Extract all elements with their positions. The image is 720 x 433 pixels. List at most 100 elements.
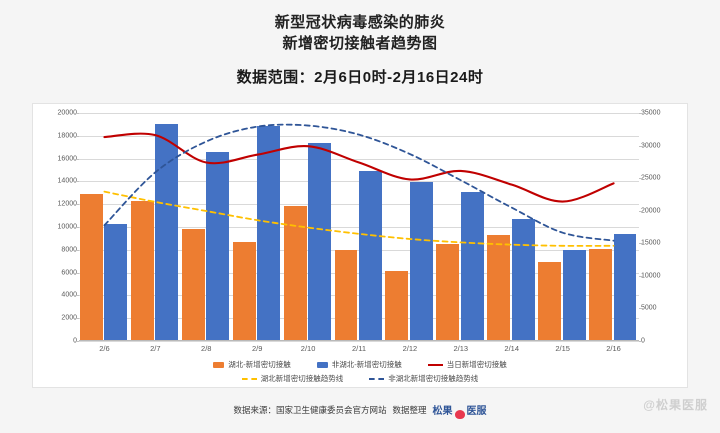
y-axis-right-tick: 25000: [641, 174, 661, 182]
bar-group: [181, 113, 232, 341]
legend-row-primary: 湖北-新增密切接触 非湖北-新增密切接触 当日新增密切接触: [213, 359, 507, 370]
y-axis-right-tick: 10000: [641, 272, 661, 280]
tick-mark: [639, 178, 643, 180]
bar-group: [588, 113, 639, 341]
bar-hubei: [538, 262, 562, 341]
y-axis-left-tick: 18000: [57, 132, 77, 140]
bar-hubei: [385, 271, 409, 341]
y-axis-right-tick: 5000: [641, 304, 657, 312]
x-axis-tick-label: 2/11: [351, 344, 367, 353]
chart-title-line-2: 新增密切接触者趋势图: [282, 35, 438, 52]
tick-mark: [75, 249, 79, 251]
legend-item[interactable]: 当日新增密切接触: [427, 359, 507, 370]
bar-non-hubei: [206, 151, 230, 341]
legend-item[interactable]: 湖北-新增密切接触: [213, 359, 291, 370]
bar-hubei: [181, 229, 205, 341]
y-axis-left-tick: 10000: [57, 223, 77, 231]
x-axis-tick-label: 2/8: [201, 344, 212, 353]
legend-label: 非湖北-新增密切接触: [331, 360, 402, 369]
legend-label: 当日新增密切接触: [446, 360, 507, 369]
bar-non-hubei: [511, 219, 535, 341]
bar-group: [283, 113, 334, 341]
legend-swatch-icon: [369, 377, 385, 380]
pinecone-icon: [454, 410, 465, 419]
y-axis-left-tick: 20000: [57, 109, 77, 117]
bar-non-hubei: [460, 191, 484, 341]
brand-name-right: 医服: [466, 406, 487, 417]
x-axis-tick-label: 2/15: [555, 344, 570, 353]
x-axis-labels: 2/6 2/7 2/8 2/9 2/10 2/11 2/12 2/13 2/14 2/15 2/16: [79, 344, 639, 358]
y-axis-left-tick: 14000: [57, 177, 77, 185]
x-axis-tick-label: 2/7: [150, 344, 161, 353]
bar-group: [334, 113, 385, 341]
tick-mark: [639, 145, 643, 147]
gridline: [79, 158, 639, 160]
brand-name-left: 松果: [432, 406, 453, 417]
tick-mark: [639, 341, 643, 342]
tick-mark: [75, 135, 79, 137]
bar-hubei: [487, 234, 511, 341]
plot-area: 0200040006000800010000120001400016000180…: [58, 110, 661, 345]
x-axis-tick-label: 2/10: [300, 344, 316, 353]
bar-non-hubei: [409, 181, 433, 341]
trend-line: [103, 190, 615, 247]
legend-swatch-icon: [213, 361, 225, 368]
bar-non-hubei: [358, 171, 382, 341]
gridline: [79, 113, 639, 114]
chart-card: 0200040006000800010000120001400016000180…: [32, 103, 688, 388]
legend-item[interactable]: 非湖北新增密切接触趋势线: [369, 373, 478, 384]
data-range-label: 数据范围：2月6日0时-2月16日24时: [236, 69, 484, 86]
title-block: 新型冠状病毒感染的肺炎 新增密切接触者趋势图 数据范围：2月6日0时-2月16日…: [0, 0, 720, 87]
tick-mark: [75, 341, 79, 342]
chart-title-line-1: 新型冠状病毒感染的肺炎: [274, 14, 446, 31]
daily-total-line: [103, 132, 615, 203]
bar-non-hubei: [155, 124, 179, 341]
bar-hubei: [130, 200, 154, 341]
tick-mark: [75, 181, 79, 183]
legend-label: 非湖北新增密切接触趋势线: [388, 374, 479, 383]
bar-hubei: [80, 193, 103, 341]
bar-non-hubei: [257, 125, 281, 341]
tick-mark: [75, 318, 79, 320]
legend-item[interactable]: 非湖北-新增密切接触: [316, 359, 402, 370]
legend-item[interactable]: 湖北新增密切接触趋势线: [241, 373, 344, 384]
tick-mark: [639, 113, 643, 114]
x-axis-tick-label: 2/9: [251, 344, 263, 353]
bar-non-hubei: [104, 223, 128, 341]
y-axis-left-tick: 16000: [57, 155, 77, 163]
x-axis-tick-label: 2/13: [453, 344, 469, 353]
tick-mark: [75, 158, 79, 160]
tick-mark: [75, 295, 79, 297]
y-axis-left-tick: 6000: [61, 269, 77, 277]
bar-non-hubei: [308, 142, 331, 341]
bar-hubei: [232, 241, 256, 341]
chart-legend: 湖北-新增密切接触 非湖北-新增密切接触 当日新增密切接触 湖北新增密切接触趋势线 非…: [33, 359, 687, 384]
x-axis-tick-label: 2/14: [504, 344, 520, 353]
y-axis-right-tick: 30000: [641, 142, 661, 150]
tick-mark: [639, 308, 643, 310]
y-axis-right-tick: 35000: [641, 109, 661, 117]
bar-group: [79, 113, 130, 341]
data-compiler-text: 数据整理: [392, 404, 427, 415]
gridline: [79, 341, 639, 342]
bar-non-hubei: [613, 233, 637, 341]
bar-series-layer: [79, 113, 639, 341]
y-axis-right-tick: 20000: [641, 207, 661, 215]
bar-non-hubei: [562, 249, 586, 341]
legend-label: 湖北新增密切接触趋势线: [260, 374, 344, 383]
bar-group: [486, 113, 537, 341]
y-axis-right-tick: 15000: [641, 239, 661, 247]
legend-swatch-icon: [316, 361, 328, 368]
x-axis-tick-label: 2/12: [402, 344, 418, 353]
bar-hubei: [589, 248, 612, 341]
bar-group: [384, 113, 435, 341]
legend-swatch-icon: [427, 363, 443, 366]
legend-row-trend: 湖北新增密切接触趋势线 非湖北新增密切接触趋势线: [241, 373, 478, 384]
y-axis-left-tick: 12000: [57, 200, 77, 208]
tick-mark: [75, 113, 79, 114]
data-source-text: 数据来源：国家卫生健康委员会官方网站: [233, 404, 387, 415]
x-axis-tick-label: 2/6: [99, 344, 110, 353]
line-series-layer: [103, 123, 615, 247]
footer: 数据来源：国家卫生健康委员会官方网站 数据整理 松果 医服: [0, 402, 720, 419]
